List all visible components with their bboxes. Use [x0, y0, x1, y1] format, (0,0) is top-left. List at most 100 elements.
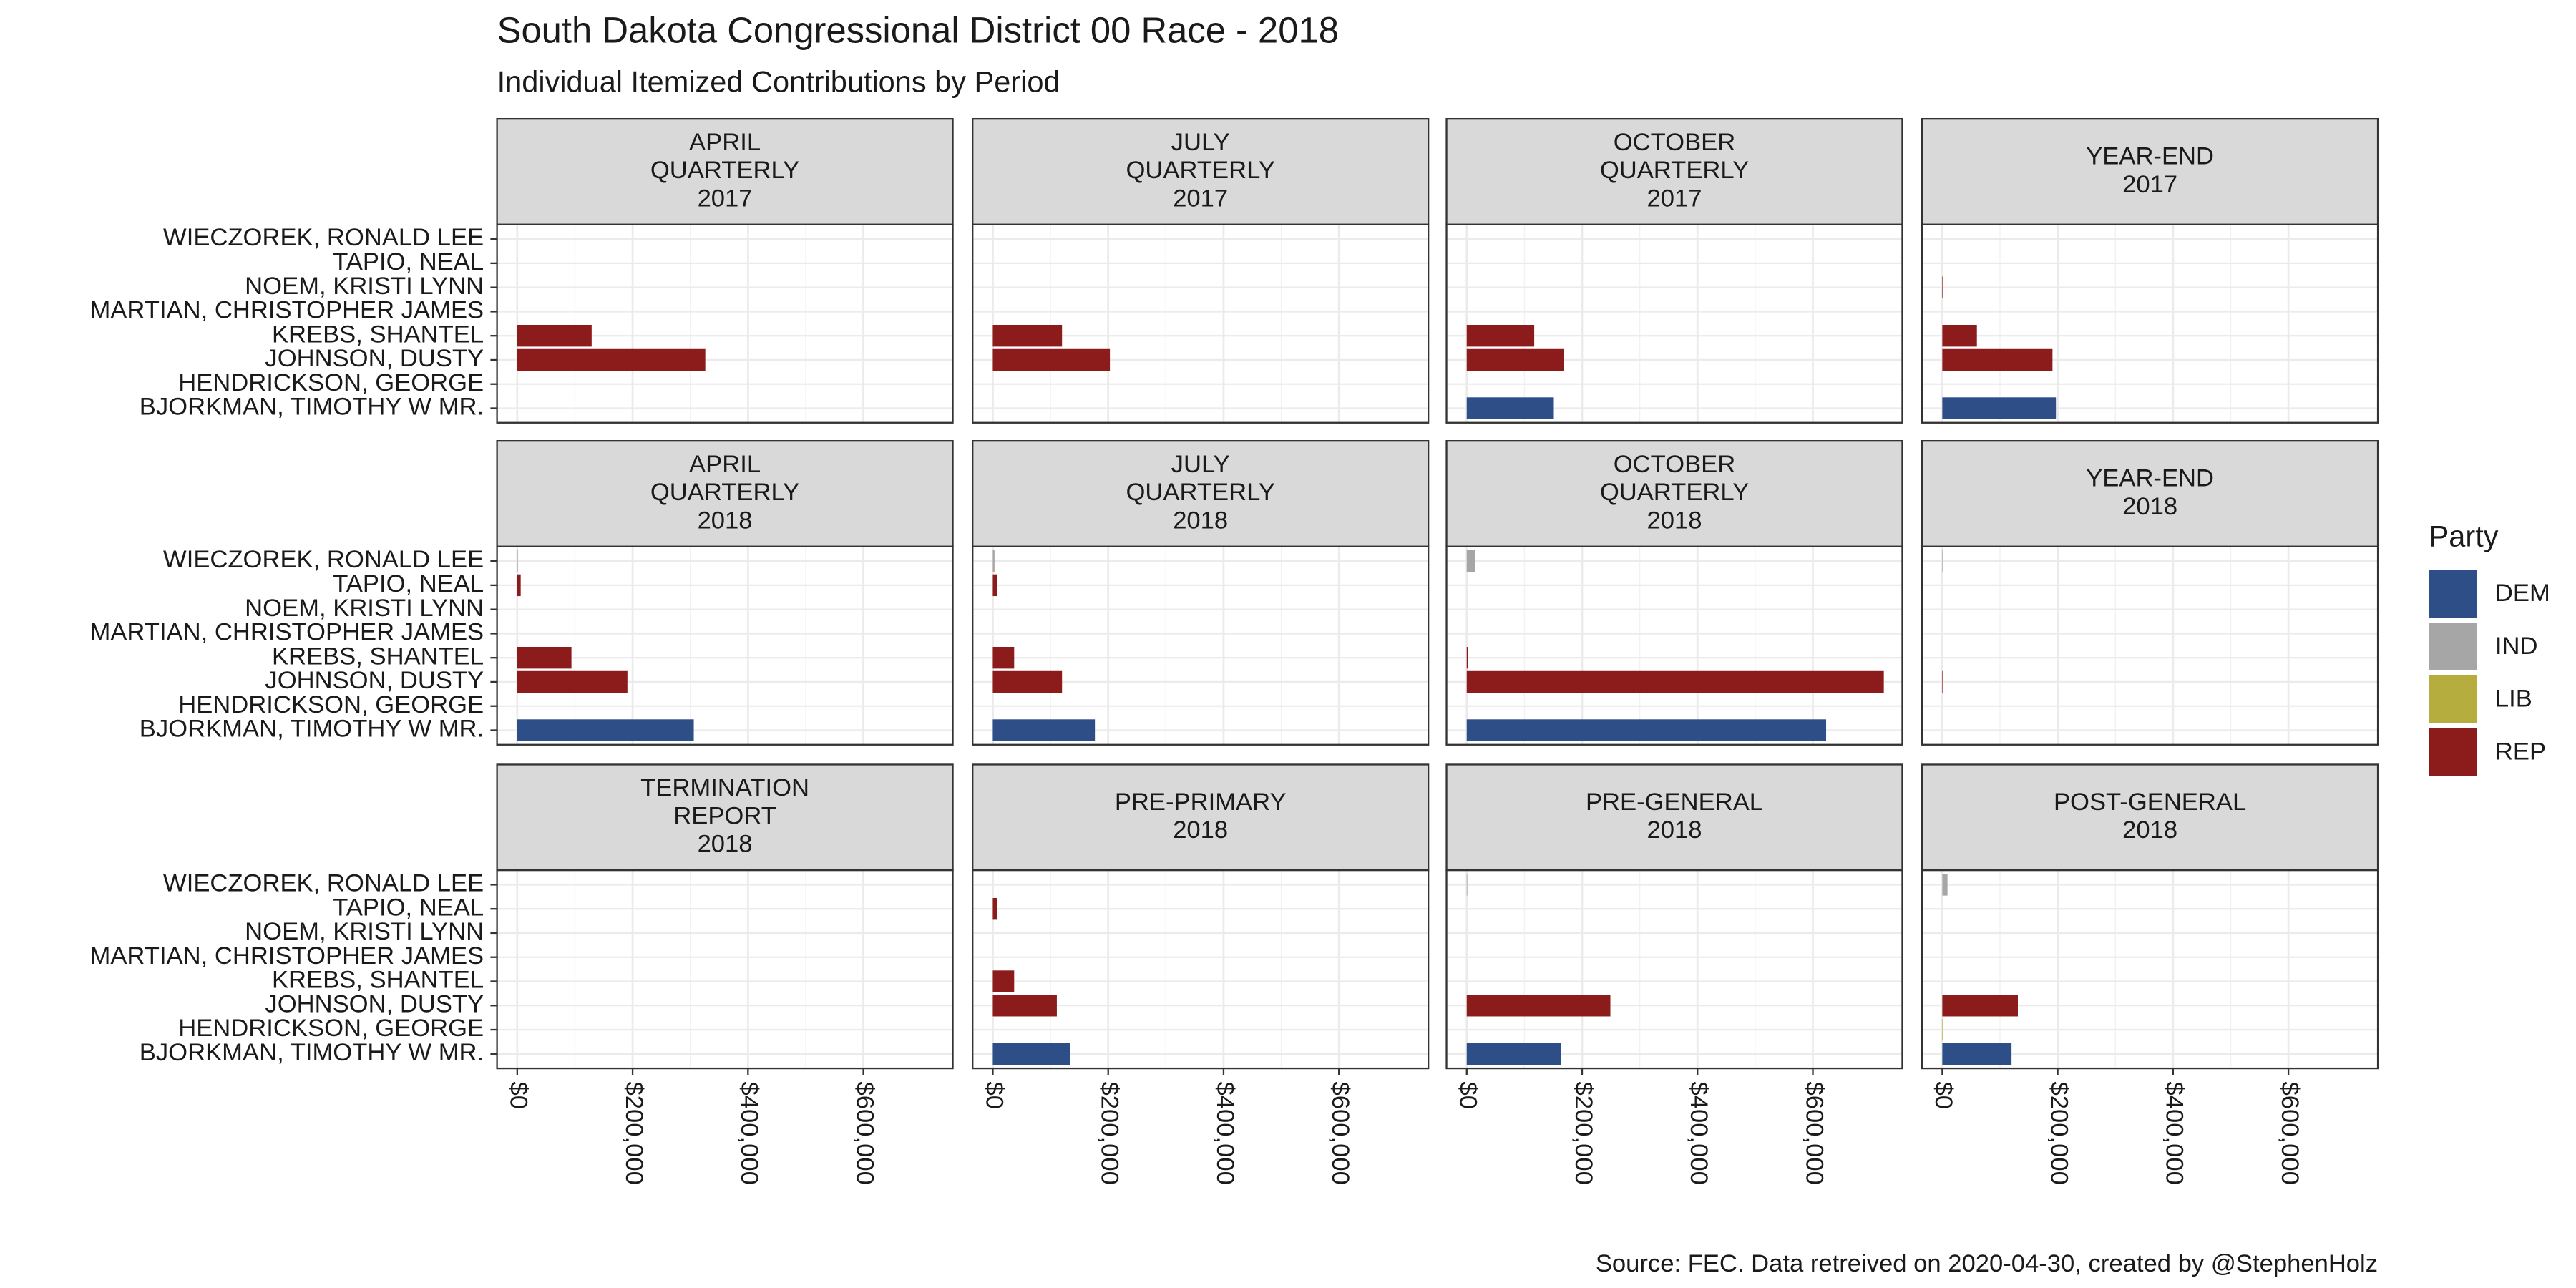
strip-label: JULY: [1171, 451, 1230, 478]
y-tick-label: BJORKMAN, TIMOTHY W MR.: [140, 716, 484, 743]
x-tick-label: $400,000: [1685, 1082, 1712, 1185]
y-tick-label: WIECZOREK, RONALD LEE: [163, 224, 484, 251]
bar: [992, 670, 1063, 693]
strip-label: TERMINATION: [640, 774, 809, 801]
x-tick-label: $200,000: [620, 1082, 648, 1185]
panel-border: [496, 869, 954, 1070]
bar: [992, 719, 1096, 741]
strip: [972, 439, 1430, 547]
strip-label: QUARTERLY: [1126, 479, 1275, 506]
legend-label: DEM: [2495, 580, 2550, 607]
x-tick-label: $400,000: [1211, 1082, 1239, 1185]
legend-key: [2429, 570, 2477, 618]
bar: [1466, 670, 1884, 693]
panel: [1446, 870, 1903, 1069]
y-tick-label: NOEM, KRISTI LYNN: [245, 273, 484, 300]
bar: [1942, 324, 1977, 347]
panel-border: [496, 223, 954, 424]
strip: [1445, 117, 1903, 225]
strip-label: 2017: [2122, 171, 2177, 198]
legend-label: LIB: [2495, 686, 2532, 713]
chart-title: South Dakota Congressional District 00 R…: [497, 10, 1339, 51]
bar: [1942, 276, 1943, 298]
legend-label: REP: [2495, 738, 2546, 765]
x-tick-label: $600,000: [851, 1082, 878, 1185]
panel-border: [496, 545, 954, 746]
panel: [1922, 546, 2379, 745]
x-tick-label: $200,000: [1570, 1082, 1597, 1185]
panel-border: [972, 545, 1430, 746]
panel: [497, 546, 953, 745]
x-tick-label: $200,000: [2045, 1082, 2072, 1185]
panel: [1922, 870, 2379, 1069]
panel-border: [1921, 545, 2379, 746]
bar: [1942, 670, 1943, 693]
panel: [972, 870, 1429, 1069]
bar: [517, 670, 628, 693]
bar: [1942, 550, 1943, 572]
strip-label: 2018: [1173, 816, 1228, 844]
x-tick-label: $0: [505, 1082, 532, 1110]
panel: [972, 546, 1429, 745]
y-tick-label: MARTIAN, CHRISTOPHER JAMES: [90, 297, 484, 324]
strip-label: 2017: [1173, 185, 1228, 212]
panel: [497, 224, 953, 423]
strip: [972, 763, 1430, 872]
y-tick-label: NOEM, KRISTI LYNN: [245, 595, 484, 622]
y-tick-label: JOHNSON, DUSTY: [265, 345, 484, 372]
y-tick-label: KREBS, SHANTEL: [272, 321, 484, 348]
bar: [1942, 348, 2053, 371]
y-tick-label: KREBS, SHANTEL: [272, 967, 484, 994]
strip: [972, 117, 1430, 225]
y-tick-label: WIECZOREK, RONALD LEE: [163, 546, 484, 573]
x-tick-label: $200,000: [1096, 1082, 1123, 1185]
strip-label: 2018: [698, 507, 753, 534]
panel-border: [1921, 223, 2379, 424]
strip-label: YEAR-END: [2086, 143, 2214, 170]
y-tick-label: NOEM, KRISTI LYNN: [245, 918, 484, 945]
bar: [1466, 995, 1611, 1017]
bar: [517, 646, 572, 669]
legend-key: [2429, 675, 2477, 723]
x-tick-label: $400,000: [736, 1082, 763, 1185]
x-tick-label: $600,000: [2276, 1082, 2303, 1185]
bar: [992, 970, 1015, 992]
y-tick-label: KREBS, SHANTEL: [272, 643, 484, 670]
x-tick-label: $400,000: [2161, 1082, 2188, 1185]
bar: [992, 348, 1111, 371]
bar: [517, 348, 706, 371]
bar: [1942, 995, 2018, 1017]
bar: [992, 574, 997, 597]
strip-label: JULY: [1171, 129, 1230, 156]
y-tick-label: MARTIAN, CHRISTOPHER JAMES: [90, 942, 484, 970]
y-tick-label: TAPIO, NEAL: [333, 894, 484, 921]
strip-label: QUARTERLY: [650, 157, 799, 184]
bar: [517, 719, 694, 741]
panel-border: [1445, 223, 1903, 424]
bar: [992, 995, 1057, 1017]
panel-border: [972, 223, 1430, 424]
bar: [1466, 397, 1554, 419]
x-tick-label: $0: [1455, 1082, 1482, 1110]
legend-label: IND: [2495, 633, 2538, 660]
strip-label: 2018: [1647, 507, 1702, 534]
chart-subtitle: Individual Itemized Contributions by Per…: [497, 65, 1060, 99]
y-tick-label: WIECZOREK, RONALD LEE: [163, 870, 484, 897]
bar: [1466, 646, 1468, 669]
strip-label: 2018: [2122, 493, 2177, 520]
bar: [1466, 874, 1468, 896]
bar: [517, 574, 521, 597]
y-tick-label: JOHNSON, DUSTY: [265, 990, 484, 1018]
strip-label: QUARTERLY: [1600, 157, 1749, 184]
strip: [496, 439, 954, 547]
x-tick-label: $0: [980, 1082, 1008, 1110]
legend-key: [2429, 623, 2477, 670]
strip-label: YEAR-END: [2086, 465, 2214, 492]
panel-border: [972, 869, 1430, 1070]
caption: Source: FEC. Data retreived on 2020-04-3…: [1596, 1250, 2378, 1277]
bar: [992, 324, 1063, 347]
bar: [1466, 324, 1535, 347]
strip-label: PRE-GENERAL: [1586, 789, 1763, 816]
panel-border: [1445, 545, 1903, 746]
